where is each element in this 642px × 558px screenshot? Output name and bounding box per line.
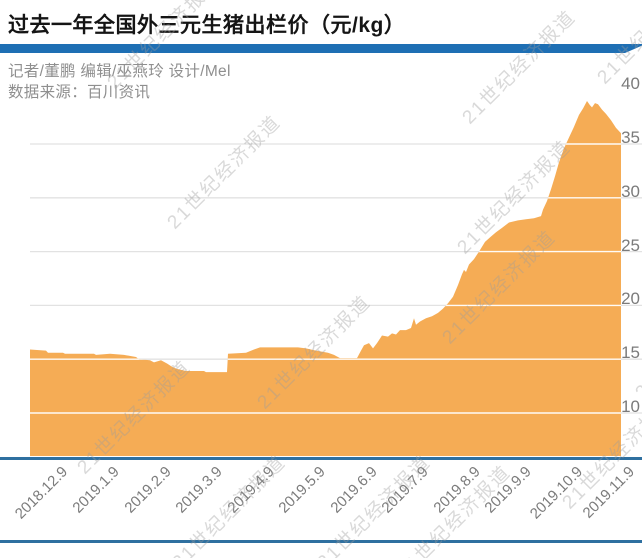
x-axis-line-top xyxy=(0,457,642,460)
price-area-fill xyxy=(30,101,621,456)
page-title: 过去一年全国外三元生猪出栏价（元/kg） xyxy=(8,14,406,37)
y-axis-label: 10 xyxy=(621,397,640,416)
credits-line-1: 记者/董鹏 编辑/巫燕玲 设计/Mel xyxy=(8,63,231,80)
title-accent-bar xyxy=(0,44,642,53)
x-axis-line-bottom xyxy=(0,540,642,543)
y-axis-label: 20 xyxy=(621,289,640,309)
y-axis-label: 25 xyxy=(621,235,640,255)
y-axis-label: 15 xyxy=(621,343,640,363)
y-axis-label: 35 xyxy=(621,128,640,147)
y-axis-label: 30 xyxy=(621,181,640,201)
credits-line-2: 数据来源：百川资讯 xyxy=(8,84,151,101)
y-axis-label: 40 xyxy=(621,74,640,94)
